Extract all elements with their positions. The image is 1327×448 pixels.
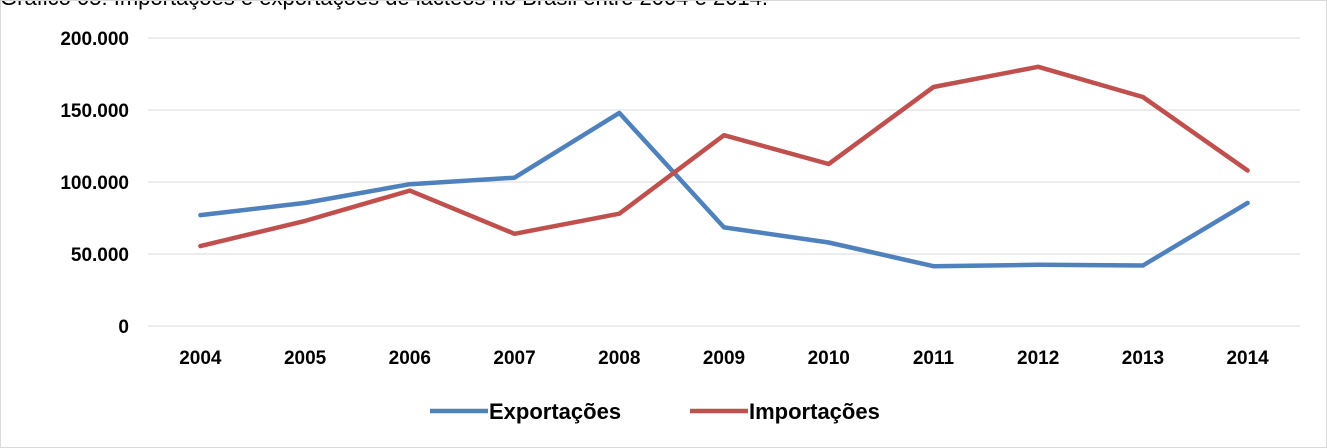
x-tick-label: 2009 [703,348,745,369]
y-tick-label: 0 [118,317,129,338]
legend-label: Importações [749,399,880,424]
y-tick-label: 200.000 [60,29,129,50]
series-line-importacoes [198,64,1250,249]
legend-label: Exportações [489,399,621,424]
x-tick-label: 2012 [1017,348,1059,369]
series-lines [198,64,1250,269]
chart-title: Gráfico 05: Importações e exportações de… [0,0,768,11]
y-tick-label: 50.000 [71,245,129,266]
x-tick-label: 2007 [493,348,535,369]
x-tick-label: 2008 [598,348,640,369]
series-line-exportacoes [198,110,1250,269]
y-tick-label: 100.000 [60,173,129,194]
x-tick-label: 2006 [389,348,431,369]
x-axis-ticks: 2004 2005 2006 2007 2008 2009 2010 2011 2012 2013… [179,348,1269,369]
y-axis-ticks: 0 50.000 100.000 150.000 200.000 [60,29,129,338]
x-tick-label: 2005 [284,348,327,369]
x-tick-label: 2010 [808,348,850,369]
x-tick-label: 2013 [1122,348,1164,369]
legend: Exportações Importações [430,399,880,424]
x-tick-label: 2011 [913,348,955,369]
x-tick-label: 2004 [179,348,222,369]
gridlines [148,37,1300,327]
x-tick-label: 2014 [1226,348,1269,369]
y-tick-label: 150.000 [60,101,129,122]
